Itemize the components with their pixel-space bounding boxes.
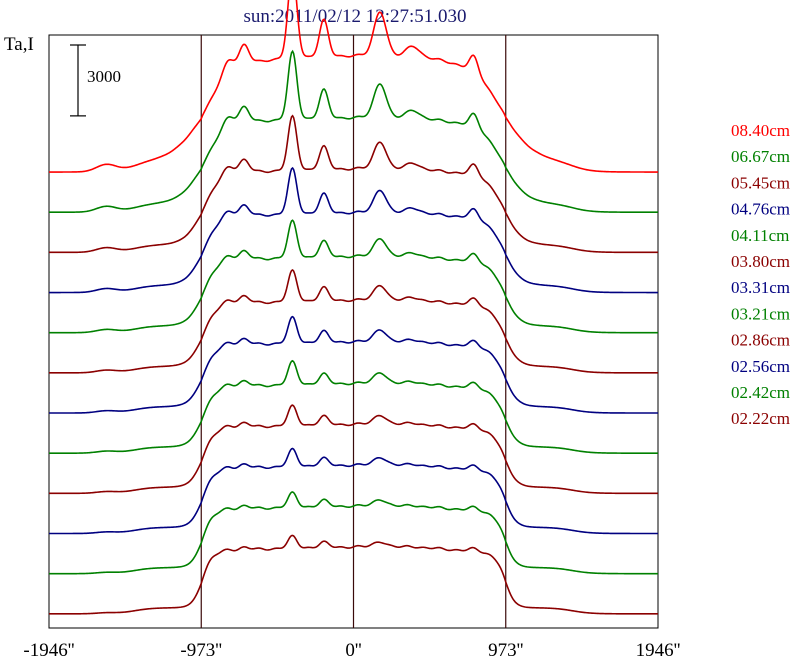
legend-entry-08-40cm: 08.40cm [731,121,790,140]
legend: 08.40cm 06.67cm 05.45cm 04.76cm 04.11cm 03.80… [731,121,790,428]
legend-entry-05-45cm: 05.45cm [731,173,790,192]
series-line-02-42cm [49,491,658,575]
legend-entry-02-56cm: 02.56cm [731,357,790,376]
x-tick-labels: -1946'' -973'' 0'' 973'' 1946'' [23,640,680,661]
legend-entry-03-80cm: 03.80cm [731,252,790,271]
series-line-03-80cm [49,268,658,374]
vertical-reference-lines [200,35,507,628]
series-line-02-86cm [49,404,658,495]
legend-entry-04-11cm: 04.11cm [731,226,789,245]
series-line-08-40cm [49,0,658,173]
series-line-03-21cm [49,359,658,454]
series-line-04-11cm [49,219,658,334]
y-axis-label: Ta,I [4,34,34,55]
x-tick-label-4: 1946'' [636,640,681,661]
series-line-04-76cm [49,166,658,294]
scale-bar: 3000 [70,44,121,117]
x-tick-label-2: 0'' [345,640,361,661]
legend-entry-03-31cm: 03.31cm [731,278,790,297]
legend-entry-02-86cm: 02.86cm [731,331,790,350]
series-line-06-67cm [49,49,658,213]
legend-entry-02-42cm: 02.42cm [731,383,790,402]
x-tick-label-1: -973'' [180,640,222,661]
legend-entry-06-67cm: 06.67cm [731,147,790,166]
series-line-02-22cm [49,534,658,615]
legend-entry-03-21cm: 03.21cm [731,304,790,323]
legend-entry-02-22cm: 02.22cm [731,409,790,428]
x-tick-label-0: -1946'' [23,640,74,661]
chart-title: sun:2011/02/12 12:27:51.030 [243,6,466,27]
legend-entry-04-76cm: 04.76cm [731,200,790,219]
x-tick-label-3: 973'' [488,640,523,661]
series-lines [49,0,658,615]
series-line-05-45cm [49,114,658,254]
series-line-03-31cm [49,315,658,414]
series-line-02-56cm [49,447,658,535]
scale-bar-label: 3000 [87,67,121,86]
